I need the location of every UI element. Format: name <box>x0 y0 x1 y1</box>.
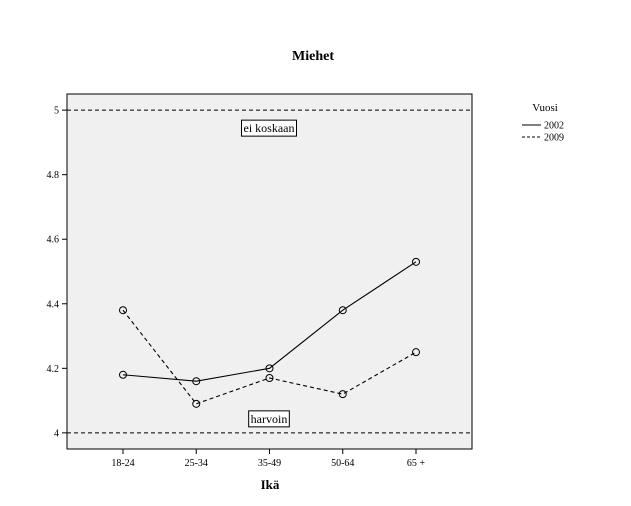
plot-area <box>66 93 473 450</box>
data-point <box>119 370 127 379</box>
data-point <box>265 364 274 373</box>
x-tick-label: 50-64 <box>331 458 354 469</box>
data-point <box>192 377 201 386</box>
reference-label-box <box>248 410 290 428</box>
reference-label-box <box>241 119 297 137</box>
x-tick-label: 65 + <box>407 458 426 469</box>
legend-label: 2002 <box>544 121 564 132</box>
data-point <box>338 390 347 399</box>
y-tick-label: 4 <box>54 428 59 439</box>
y-tick-label: 4.6 <box>47 235 60 246</box>
reference-line-label: harvoin <box>251 412 288 426</box>
data-point <box>412 348 420 357</box>
y-tick-label: 4.2 <box>47 364 60 375</box>
reference-line-label: ei koskaan <box>244 121 295 135</box>
legend-label: 2009 <box>544 133 564 144</box>
y-tick-label: 5 <box>54 106 59 117</box>
y-axis: 4 4.2 4.4 4.6 4.8 5 <box>47 106 67 439</box>
x-tick-label: 35-49 <box>258 458 281 469</box>
y-tick-label: 4.8 <box>47 170 60 181</box>
legend-title: Vuosi <box>532 102 558 114</box>
y-tick-label: 4.4 <box>47 299 60 310</box>
x-axis-title: Ikä <box>261 477 280 492</box>
chart-title: Miehet <box>292 49 334 64</box>
series-group <box>119 257 420 408</box>
x-tick-label: 18-24 <box>111 458 134 469</box>
series-line-2002 <box>122 261 417 382</box>
x-tick-label: 25-34 <box>185 458 208 469</box>
data-point <box>338 306 347 315</box>
data-point <box>265 374 274 382</box>
x-axis: 18-24 25-34 35-49 50-64 65 + <box>111 449 425 469</box>
reference-lines: ei koskaan harvoin <box>67 109 472 434</box>
data-point <box>119 306 127 315</box>
data-point <box>192 399 201 408</box>
data-point <box>412 257 420 266</box>
series-line-2009 <box>122 309 417 405</box>
